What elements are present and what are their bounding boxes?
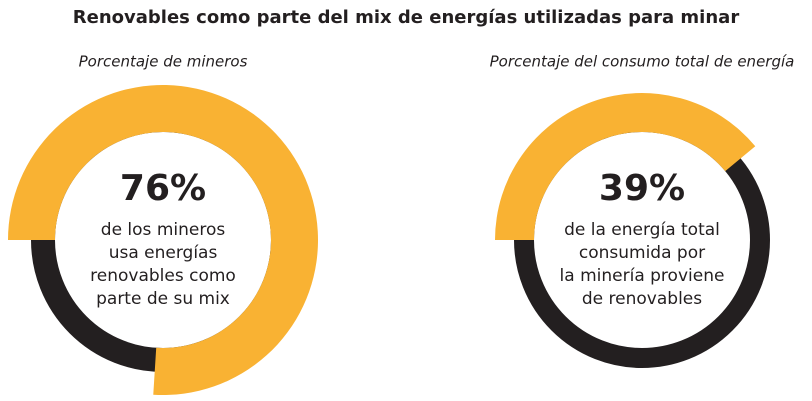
annotation-line: la minería proviene <box>560 266 725 286</box>
title: Renovables como parte del mix de energía… <box>73 7 740 28</box>
donut-segment <box>8 85 319 395</box>
subtitle: Porcentaje de mineros <box>79 53 248 71</box>
value-label: 76% <box>120 168 206 209</box>
donut-segment <box>495 93 756 240</box>
annotation-line: consumida por <box>579 243 705 263</box>
annotation-line: de los mineros <box>101 220 226 240</box>
annotation-line: usa energías <box>109 243 218 263</box>
value-label: 39% <box>599 168 685 209</box>
annotation-line: renovables como <box>90 266 236 286</box>
annotation-line: parte de su mix <box>96 289 230 309</box>
subtitle: Porcentaje del consumo total de energía <box>490 53 795 71</box>
annotation-line: de la energía total <box>564 220 720 240</box>
annotation-line: de renovables <box>582 289 702 309</box>
